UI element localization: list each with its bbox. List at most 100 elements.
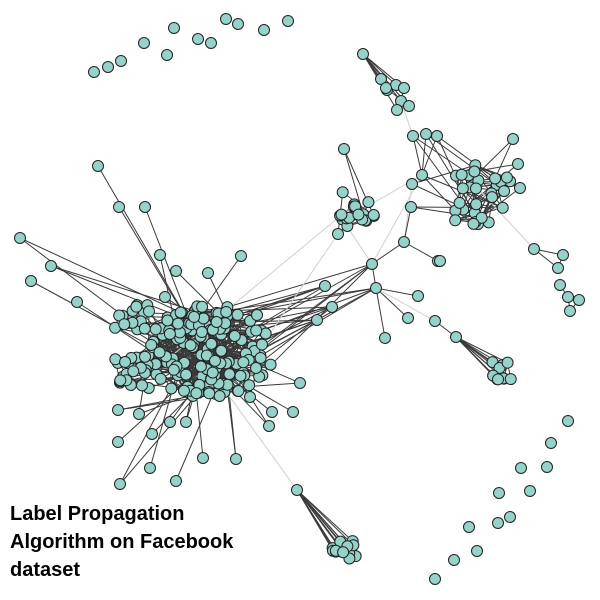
graph-node xyxy=(250,362,262,374)
graph-node xyxy=(564,305,576,317)
graph-node xyxy=(138,322,151,335)
graph-node xyxy=(194,360,207,373)
graph-edge xyxy=(375,287,386,339)
graph-edge xyxy=(375,287,436,322)
graph-node xyxy=(403,100,415,112)
graph-node xyxy=(202,267,214,279)
graph-node xyxy=(174,306,187,319)
graph-edge xyxy=(455,336,508,364)
graph-node xyxy=(450,331,462,343)
graph-node xyxy=(398,236,410,248)
graph-node xyxy=(250,324,263,337)
graph-node xyxy=(180,368,193,381)
graph-node xyxy=(336,186,349,199)
graph-node xyxy=(492,517,504,529)
graph-node xyxy=(168,22,180,34)
graph-node xyxy=(416,169,428,181)
graph-node xyxy=(130,300,143,313)
graph-node xyxy=(165,382,178,395)
graph-node xyxy=(220,305,233,318)
graph-node xyxy=(263,420,275,432)
graph-node xyxy=(213,389,226,402)
graph-node xyxy=(489,172,502,185)
graph-node xyxy=(264,358,277,371)
graph-node xyxy=(146,428,158,440)
graph-node xyxy=(407,130,419,142)
graph-node xyxy=(112,404,124,416)
graph-node xyxy=(88,66,100,78)
graph-node xyxy=(379,332,391,344)
graph-node xyxy=(486,191,499,204)
graph-node xyxy=(114,374,127,387)
graph-node xyxy=(192,33,204,45)
graph-edge xyxy=(421,135,438,176)
graph-node xyxy=(143,305,156,318)
graph-node xyxy=(498,185,511,198)
graph-edge xyxy=(375,287,419,297)
graph-node xyxy=(200,349,213,362)
graph-node xyxy=(375,73,387,85)
graph-edge xyxy=(421,133,427,176)
graph-node xyxy=(112,436,124,448)
graph-edge xyxy=(371,174,423,265)
graph-node xyxy=(144,462,156,474)
figure-caption: Label Propagation Algorithm on Facebook … xyxy=(10,500,270,584)
graph-edge xyxy=(375,287,409,319)
graph-node xyxy=(197,452,209,464)
graph-node xyxy=(164,416,176,428)
graph-node xyxy=(357,48,369,60)
graph-node xyxy=(545,437,557,449)
graph-node xyxy=(471,545,483,557)
graph-node xyxy=(524,485,536,497)
caption-line-1: Label Propagation xyxy=(10,503,185,525)
graph-node xyxy=(135,379,148,392)
graph-node xyxy=(177,384,190,397)
graph-node xyxy=(463,521,475,533)
graph-node xyxy=(470,198,483,211)
graph-node xyxy=(14,232,26,244)
graph-edge xyxy=(227,263,373,308)
graph-node xyxy=(244,391,256,403)
graph-node xyxy=(514,182,526,194)
graph-node xyxy=(337,546,350,559)
graph-node xyxy=(113,201,125,213)
graph-node xyxy=(429,573,441,585)
graph-node xyxy=(145,338,158,351)
graph-node xyxy=(294,377,306,389)
graph-edge xyxy=(250,263,373,333)
graph-node xyxy=(114,478,126,490)
graph-edge xyxy=(117,395,193,411)
graph-node xyxy=(332,228,344,240)
graph-node xyxy=(335,208,348,221)
graph-node xyxy=(455,168,468,181)
graph-node xyxy=(139,350,152,363)
graph-node xyxy=(501,356,514,369)
graph-node xyxy=(119,355,132,368)
graph-node xyxy=(573,294,585,306)
graph-nodes xyxy=(14,13,585,585)
graph-node xyxy=(196,300,209,313)
graph-node xyxy=(496,201,509,214)
graph-node xyxy=(161,49,173,61)
graph-node xyxy=(237,356,250,369)
graph-node xyxy=(154,372,167,385)
graph-node xyxy=(431,130,443,142)
graph-node xyxy=(163,327,176,340)
graph-node xyxy=(504,373,517,386)
graph-edge xyxy=(471,181,535,250)
graph-edge xyxy=(425,133,498,186)
graph-node xyxy=(231,308,244,321)
graph-node xyxy=(380,82,392,94)
graph-node xyxy=(243,379,256,392)
graph-edge xyxy=(296,489,337,552)
graph-node xyxy=(420,128,432,140)
graph-edge xyxy=(119,392,199,485)
graph-node xyxy=(366,258,378,270)
graph-node xyxy=(434,255,446,267)
graph-node xyxy=(205,37,217,49)
graph-node xyxy=(161,314,174,327)
graph-node xyxy=(429,315,441,327)
graph-edge xyxy=(118,206,190,324)
graph-node xyxy=(319,280,331,292)
